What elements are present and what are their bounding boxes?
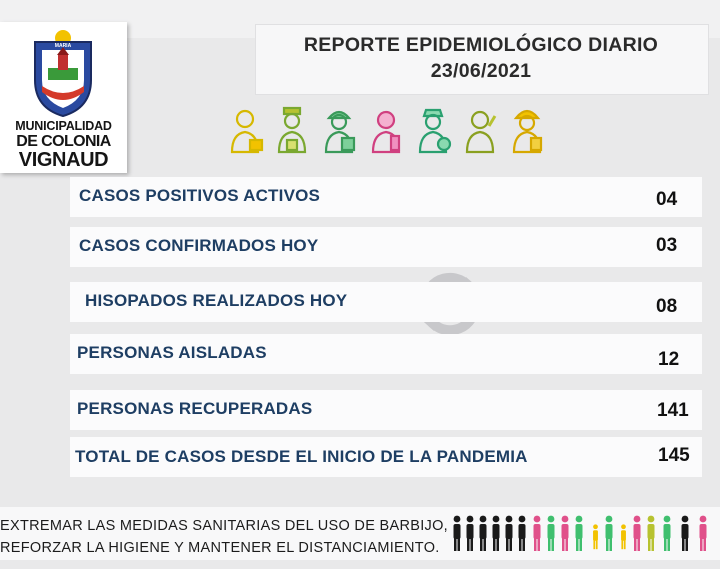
people-distancing-icon	[453, 515, 707, 551]
stat-value: 141	[657, 400, 689, 421]
stat-row-hisopados-realizados-hoy: HISOPADOS REALIZADOS HOY 08	[70, 282, 702, 322]
municipality-logo: MARIA MUNICIPALIDAD DE COLONIA VIGNAUD	[0, 22, 127, 173]
logo-line-1: MUNICIPALIDAD	[15, 119, 112, 133]
stat-label: CASOS POSITIVOS ACTIVOS	[79, 186, 321, 205]
footer-band	[0, 507, 720, 560]
stat-value: 04	[656, 189, 678, 210]
stat-label: HISOPADOS REALIZADOS HOY	[85, 291, 348, 310]
footer-line-2: REFORZAR LA HIGIENE Y MANTENER EL DISTAN…	[0, 540, 440, 556]
stat-value: 145	[658, 445, 690, 466]
stat-row-casos-confirmados-hoy: CASOS CONFIRMADOS HOY 03	[70, 227, 702, 267]
stat-row-personas-recuperadas: PERSONAS RECUPERADAS 141	[70, 390, 702, 430]
stat-value: 03	[656, 235, 678, 256]
stat-label: TOTAL DE CASOS DESDE EL INICIO DE LA PAN…	[75, 447, 528, 466]
report-date: 23/06/2021	[430, 60, 532, 82]
crest-icon: MARIA	[34, 30, 92, 118]
worker-icons	[230, 106, 543, 154]
footer-line-1: EXTREMAR LAS MEDIDAS SANITARIAS DEL USO …	[0, 518, 448, 534]
svg-text:MARIA: MARIA	[55, 43, 72, 49]
stat-row-casos-positivos-activos: CASOS POSITIVOS ACTIVOS 04	[70, 177, 702, 217]
health-worker-icon	[418, 108, 452, 154]
stat-row-personas-aisladas: PERSONAS AISLADAS 12	[70, 334, 702, 374]
stat-row-total-de-casos: TOTAL DE CASOS DESDE EL INICIO DE LA PAN…	[70, 437, 702, 477]
doctor-icon	[324, 110, 356, 154]
stat-value: 12	[658, 349, 680, 370]
logo-line-3: VIGNAUD	[18, 148, 109, 171]
stat-label: CASOS CONFIRMADOS HOY	[79, 236, 319, 255]
teacher-icon	[371, 110, 401, 154]
farmer-icon	[465, 110, 497, 154]
footer-message: EXTREMAR LAS MEDIDAS SANITARIAS DEL USO …	[0, 515, 448, 559]
stat-label: PERSONAS AISLADAS	[77, 343, 267, 362]
businessman-icon	[230, 109, 264, 154]
stat-label: PERSONAS RECUPERADAS	[77, 399, 313, 418]
nurse-icon	[277, 106, 307, 154]
firefighter-icon	[512, 109, 543, 154]
report-title: REPORTE EPIDEMIOLÓGICO DIARIO	[303, 34, 659, 56]
logo-line-2: DE COLONIA	[16, 132, 111, 150]
stat-value: 08	[656, 296, 678, 317]
logo-text: MUNICIPALIDAD DE COLONIA VIGNAUD	[0, 120, 127, 170]
header-box	[255, 24, 709, 95]
